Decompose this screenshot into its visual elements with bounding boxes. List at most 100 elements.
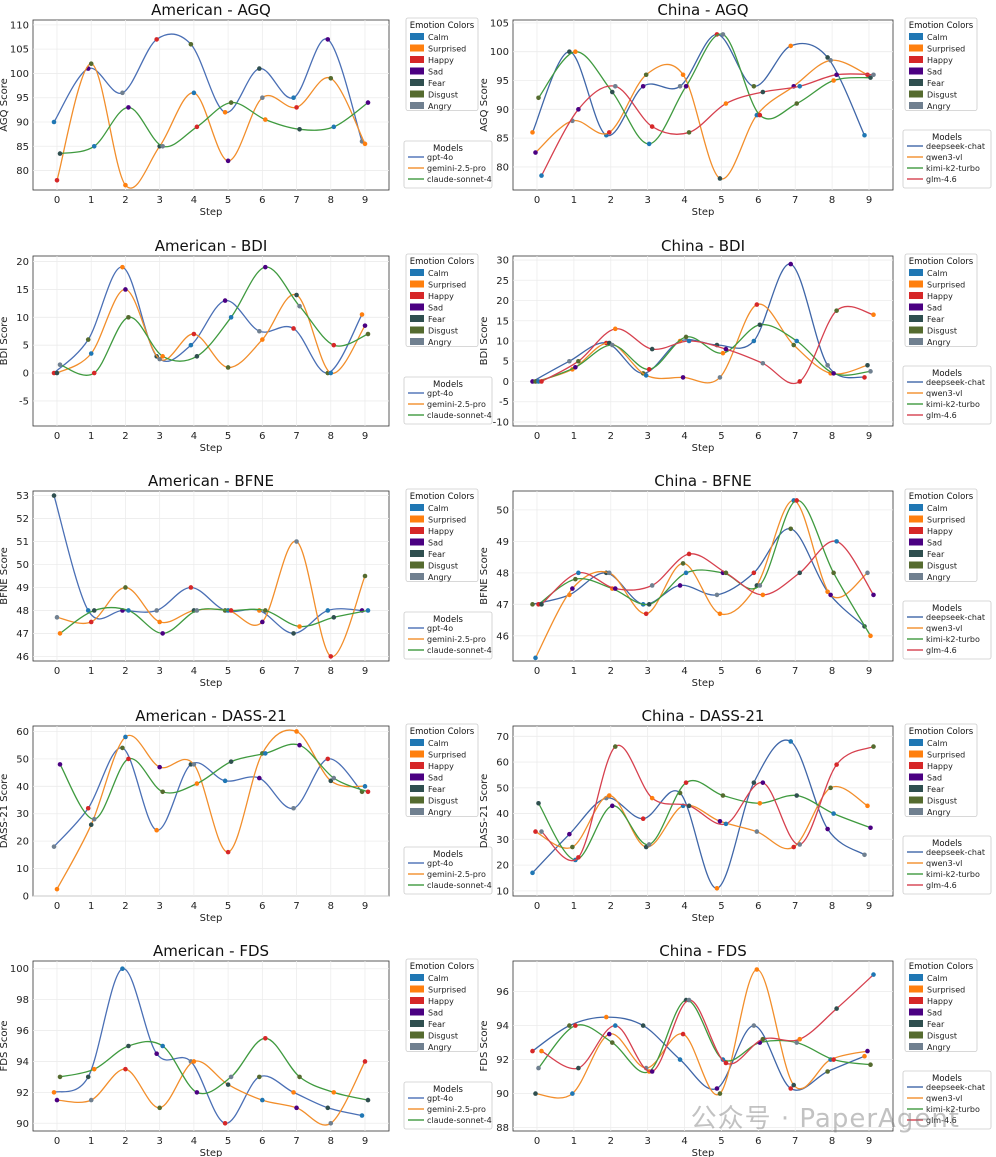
data-point [536, 800, 541, 806]
data-point [834, 1006, 839, 1011]
data-point [680, 72, 686, 78]
emotion-label: Calm [428, 269, 449, 278]
emotion-swatch [410, 79, 424, 86]
data-point [686, 551, 692, 557]
model-legend-label: kimi-k2-turbo [926, 1105, 980, 1114]
y-tick-label: 94 [496, 1021, 509, 1032]
emotion-swatch [410, 762, 424, 769]
data-point [680, 561, 686, 566]
data-point [677, 1057, 683, 1062]
data-point [677, 583, 683, 588]
y-tick-label: 46 [16, 652, 29, 663]
emotion-swatch [909, 56, 923, 63]
y-tick-label: 47 [496, 600, 509, 611]
data-point [717, 611, 723, 617]
models-legend-box [902, 365, 992, 425]
emotion-label: Angry [927, 1043, 951, 1052]
data-point [788, 526, 794, 532]
emotion-legend-box [405, 958, 479, 1052]
series-line [535, 785, 868, 850]
y-tick-label: 5 [503, 357, 509, 368]
data-point [723, 1060, 729, 1066]
data-point [680, 375, 686, 380]
chart-panel: American - AGQ 80 85 90 95 100 105 110 0 1 2 3 4 5 6 7 8… [0, 1, 493, 218]
data-point [567, 831, 572, 837]
data-point [91, 1066, 97, 1072]
series-line [53, 747, 363, 848]
x-tick-label: 7 [792, 1136, 798, 1147]
data-point [120, 745, 125, 751]
x-tick-label: 2 [122, 1136, 128, 1147]
emotion-swatch [410, 326, 424, 334]
model-legend-label: kimi-k2-turbo [926, 635, 980, 644]
data-point [57, 151, 63, 156]
y-tick-label: 30 [16, 809, 29, 820]
emotion-label: Angry [428, 1043, 452, 1052]
data-point [257, 328, 262, 334]
x-tick-label: 7 [792, 195, 798, 206]
emotion-label: Sad [428, 1009, 443, 1018]
data-point [646, 602, 652, 607]
data-point [797, 83, 803, 89]
data-point [160, 354, 165, 359]
emotion-swatch [909, 67, 923, 75]
x-tick-label: 7 [293, 1136, 299, 1147]
data-point [291, 631, 296, 636]
y-axis-label: BFNE Score [479, 547, 490, 605]
series-line [59, 1037, 369, 1101]
y-tick-label: 96 [496, 987, 509, 998]
y-tick-label: 10 [496, 886, 509, 897]
y-tick-label: 10 [496, 337, 509, 348]
x-tick-label: 6 [259, 431, 265, 442]
x-axis-label: Step [692, 443, 715, 454]
model-legend-label: gpt-4o [427, 1094, 453, 1103]
x-tick-label: 0 [54, 195, 60, 206]
emotion-legend-box [904, 17, 978, 111]
emotion-swatch [410, 550, 424, 557]
x-tick-label: 3 [644, 666, 650, 677]
emotion-swatch [909, 303, 923, 311]
emotion-label: Angry [927, 573, 951, 582]
x-tick-label: 1 [571, 195, 577, 206]
data-point [331, 775, 337, 781]
emotion-label: Disgust [927, 562, 957, 571]
emotion-swatch [909, 739, 923, 746]
data-point [328, 1120, 334, 1126]
data-point [263, 1035, 268, 1041]
data-point [359, 1113, 365, 1118]
models-legend-title: Models [932, 369, 963, 379]
emotion-label: Fear [428, 785, 446, 794]
x-tick-label: 4 [681, 195, 687, 206]
data-point [570, 844, 575, 850]
model-legend-label: claude-sonnet-4 [427, 881, 492, 890]
data-point [154, 37, 159, 42]
x-tick-label: 7 [293, 901, 299, 912]
emotion-label: Calm [428, 739, 449, 748]
emotion-swatch [909, 269, 923, 276]
emotion-swatch [909, 79, 923, 86]
data-point [573, 1023, 578, 1028]
y-tick-label: 0 [23, 369, 29, 380]
x-tick-label: 3 [644, 431, 650, 442]
x-tick-label: 5 [718, 195, 724, 206]
emotion-swatch [909, 90, 923, 98]
emotion-swatch [410, 90, 424, 98]
y-tick-label: 100 [10, 964, 29, 975]
data-point [751, 780, 757, 785]
data-point [160, 143, 165, 149]
emotion-swatch [909, 750, 923, 758]
data-point [567, 1023, 572, 1028]
data-point [760, 1036, 766, 1042]
data-point [567, 358, 572, 364]
emotion-label: Sad [927, 539, 942, 548]
emotion-label: Disgust [927, 1032, 957, 1041]
emotion-label: Calm [428, 974, 449, 983]
data-point [612, 326, 618, 332]
emotion-label: Sad [428, 304, 443, 313]
x-tick-label: 3 [644, 901, 650, 912]
emotion-swatch [909, 326, 923, 334]
x-tick-label: 4 [191, 195, 197, 206]
x-tick-label: 8 [829, 195, 835, 206]
emotion-label: Calm [428, 33, 449, 42]
